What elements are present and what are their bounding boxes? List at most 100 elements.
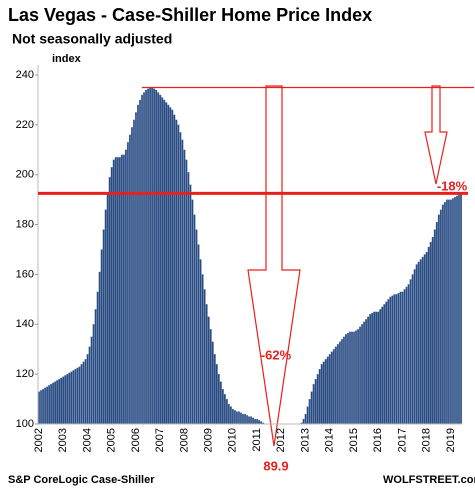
bar <box>248 416 251 424</box>
bar <box>104 209 107 424</box>
bar <box>72 370 75 424</box>
bar <box>205 304 208 424</box>
bar <box>191 199 194 424</box>
bar <box>98 271 101 424</box>
bar <box>132 119 135 424</box>
bar <box>357 329 360 424</box>
bar <box>88 346 91 424</box>
bar <box>161 97 164 424</box>
bar <box>421 256 424 424</box>
bar <box>433 229 436 424</box>
bar <box>181 139 184 424</box>
bars <box>38 87 463 424</box>
bar <box>94 309 97 424</box>
y-tick-label: 200 <box>16 169 34 181</box>
bar <box>151 87 154 424</box>
bar <box>425 251 428 424</box>
bar <box>383 304 386 424</box>
bar <box>149 87 152 424</box>
bar <box>302 418 305 424</box>
bar <box>451 198 454 424</box>
y-tick-label: 160 <box>16 268 34 280</box>
bar <box>207 316 210 424</box>
y-tick-label: 120 <box>16 368 34 380</box>
x-tick-label: 2007 <box>154 428 166 452</box>
bar <box>62 376 65 424</box>
bar <box>235 411 238 424</box>
bar <box>443 202 446 424</box>
x-tick-label: 2014 <box>324 428 336 452</box>
bar <box>447 199 450 424</box>
bar <box>223 393 226 424</box>
arrow-drop <box>247 85 301 447</box>
bar <box>458 194 461 424</box>
bar <box>296 423 299 424</box>
source: S&P CoreLogic Case-Shiller <box>8 474 155 486</box>
bar <box>76 367 79 424</box>
bar <box>78 366 81 424</box>
x-tick-label: 2018 <box>421 428 433 452</box>
bar <box>193 214 196 424</box>
bar <box>60 377 63 424</box>
bar <box>100 249 103 424</box>
bar <box>173 114 176 424</box>
bar <box>231 408 234 424</box>
bar <box>145 89 148 424</box>
bar <box>258 420 261 424</box>
bar <box>445 199 448 424</box>
bar <box>417 261 420 424</box>
credit: WOLFSTREET.com <box>383 474 475 486</box>
bar <box>349 331 351 424</box>
chart-title: Las Vegas - Case-Shiller Home Price Inde… <box>8 5 372 25</box>
bar <box>385 301 388 424</box>
bar <box>114 157 117 424</box>
bar <box>322 361 325 424</box>
bar <box>340 339 343 424</box>
bar <box>239 412 242 424</box>
bar <box>288 423 291 424</box>
x-tick-label: 2004 <box>81 428 93 452</box>
bar <box>110 167 113 424</box>
bar <box>197 244 200 424</box>
bar <box>237 411 240 424</box>
x-tick-label: 2003 <box>57 428 69 452</box>
bar <box>399 291 402 424</box>
x-tick-label: 2016 <box>372 428 384 452</box>
bar <box>338 341 341 424</box>
bar <box>203 289 206 424</box>
bar <box>256 418 259 424</box>
x-tick-label: 2005 <box>106 428 118 452</box>
bar <box>393 294 396 424</box>
bar <box>401 291 404 424</box>
bar <box>54 381 57 424</box>
bar <box>84 359 87 424</box>
bar <box>294 423 297 424</box>
bar <box>377 311 380 424</box>
bar <box>80 364 83 424</box>
bar <box>46 386 49 424</box>
bar <box>308 398 311 424</box>
bar <box>167 104 170 424</box>
chart-subtitle: Not seasonally adjusted <box>12 31 172 47</box>
bar <box>155 89 158 424</box>
bar <box>225 398 228 424</box>
bar <box>318 369 321 424</box>
bar <box>169 107 172 424</box>
bar <box>324 359 327 424</box>
bar <box>429 241 432 424</box>
bar <box>217 374 220 424</box>
bar <box>427 246 430 424</box>
bar <box>334 346 337 424</box>
bar <box>42 388 45 424</box>
bar <box>312 383 315 424</box>
bar <box>130 127 133 424</box>
bar <box>320 364 323 424</box>
bar <box>449 199 452 424</box>
bar <box>64 375 67 424</box>
bar <box>423 254 426 424</box>
bar <box>375 311 378 424</box>
bar <box>56 380 59 424</box>
x-tick-label: 2013 <box>299 428 311 452</box>
bar <box>381 306 384 424</box>
